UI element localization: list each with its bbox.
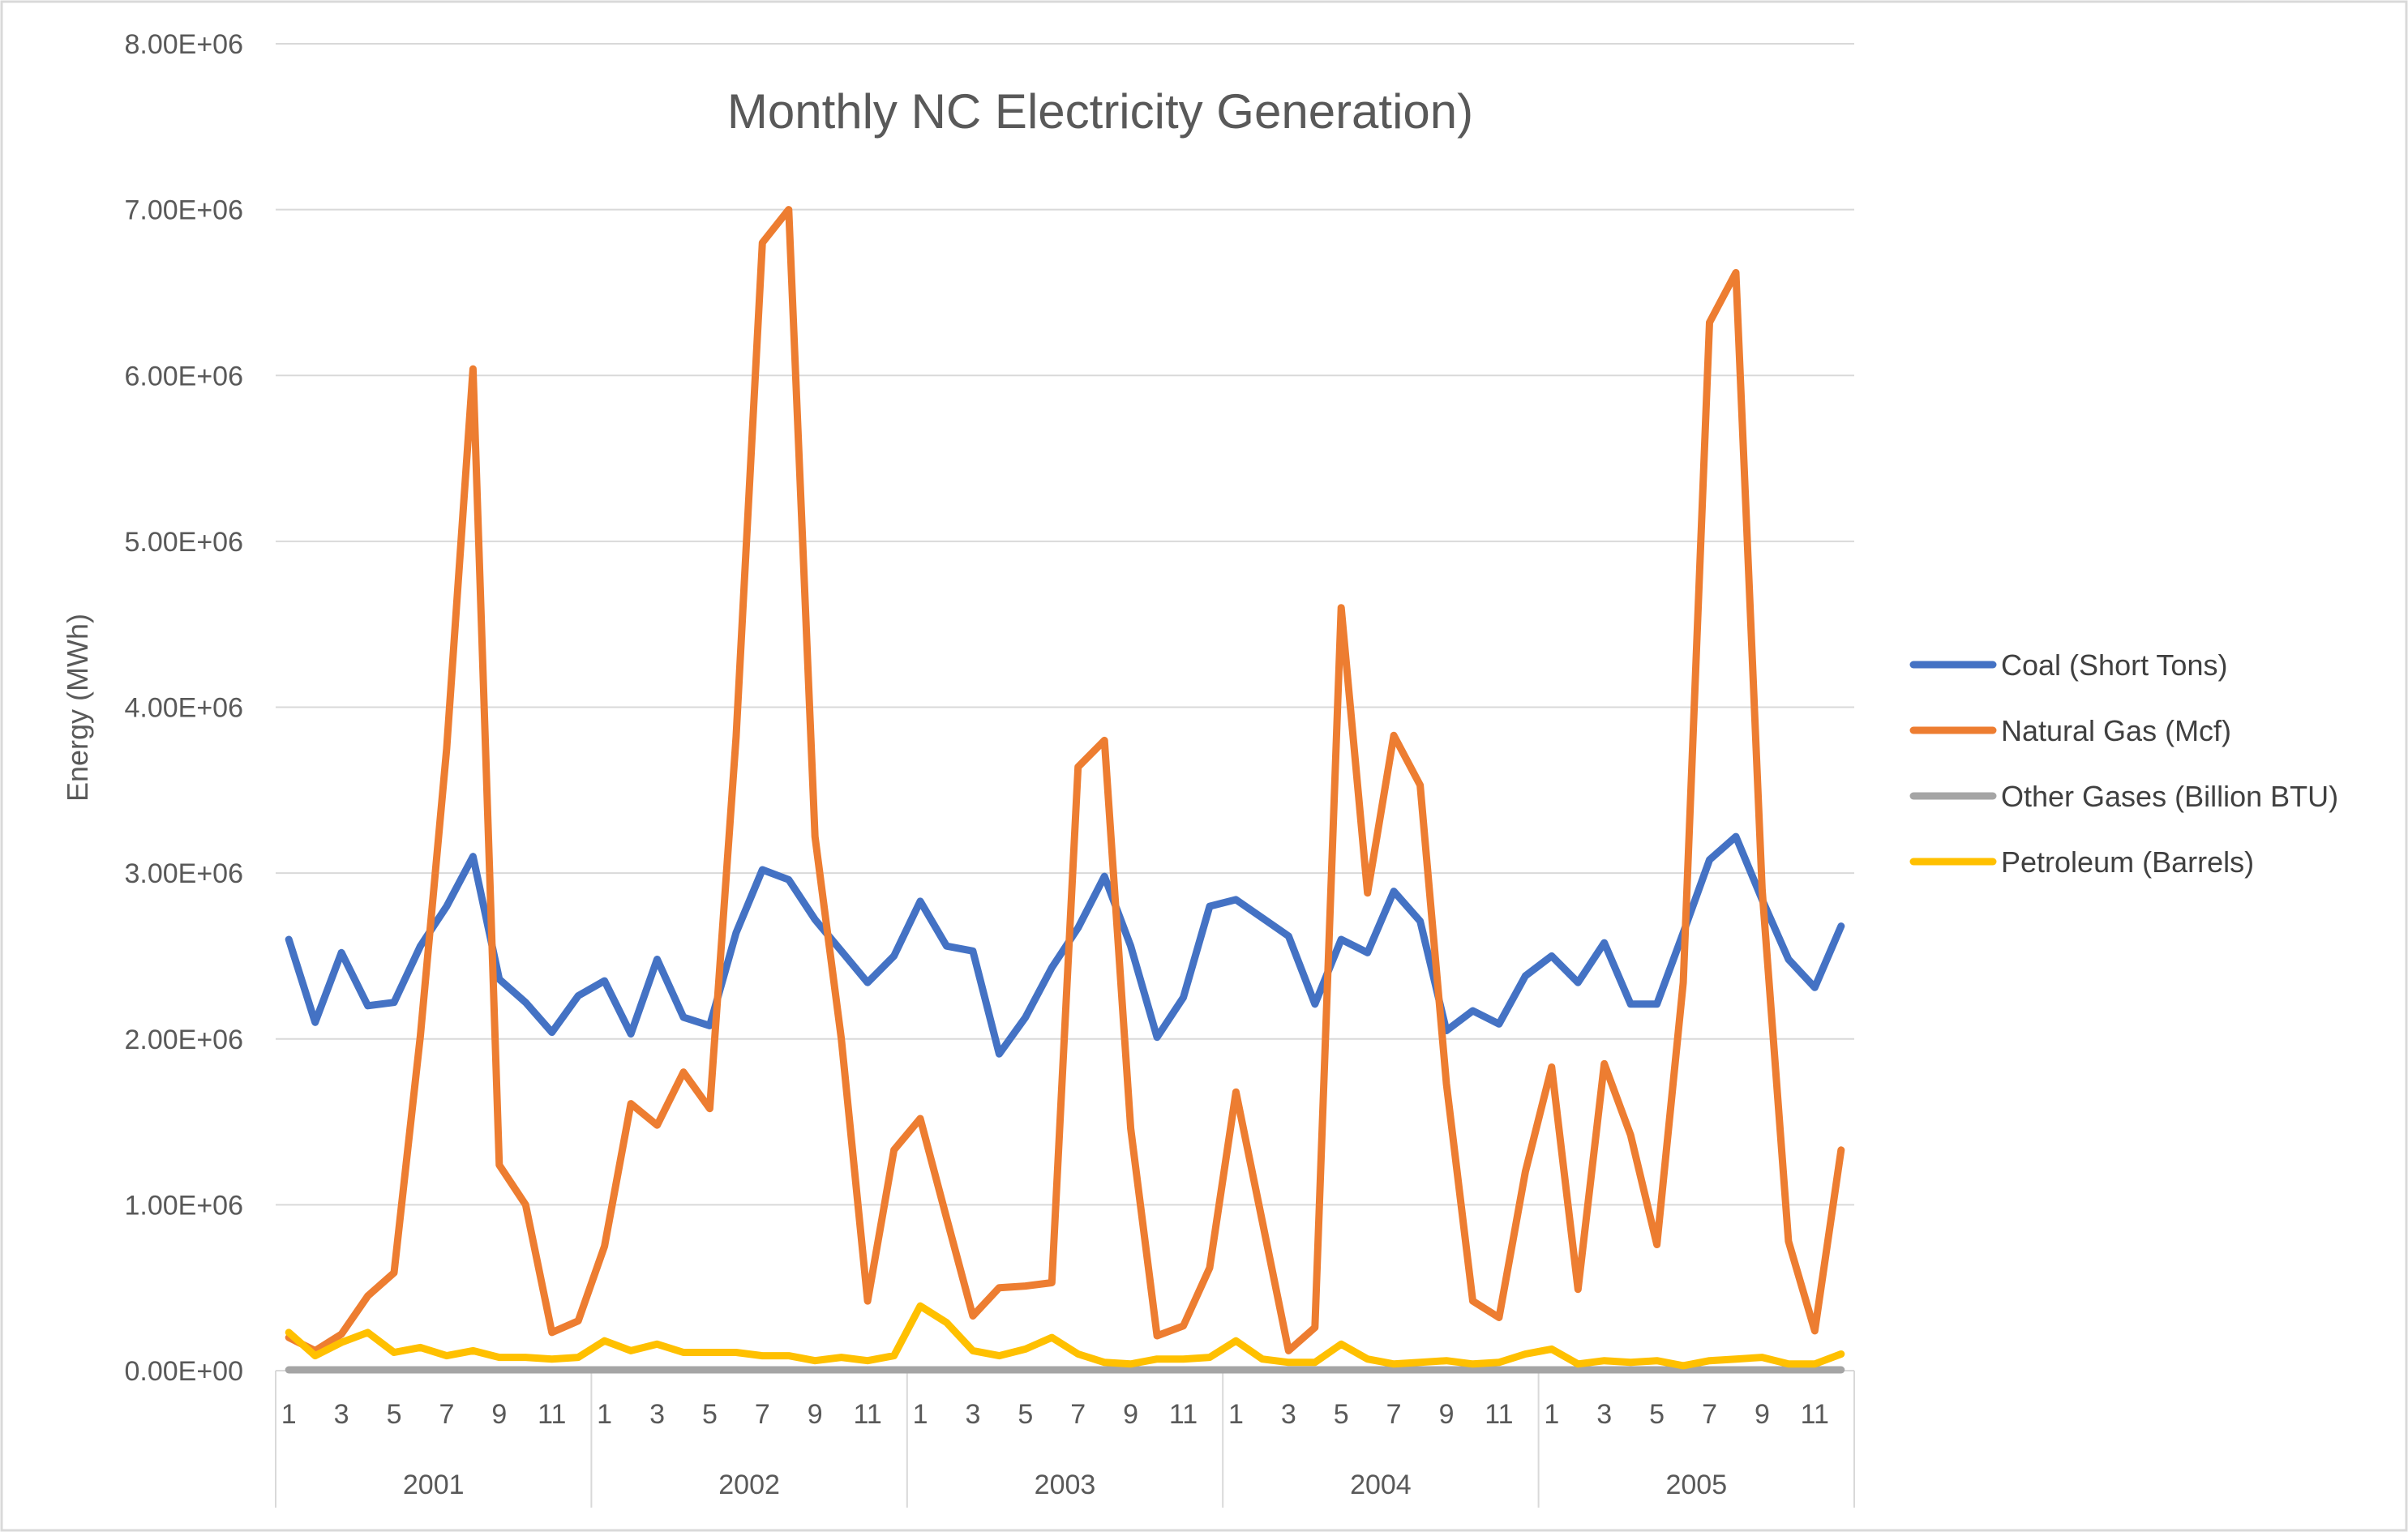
month-tick-label: 1 bbox=[1228, 1399, 1244, 1430]
month-tick-label: 7 bbox=[439, 1399, 454, 1430]
month-tick-label: 11 bbox=[853, 1399, 881, 1430]
month-tick-label: 9 bbox=[1755, 1399, 1770, 1430]
year-label: 2002 bbox=[718, 1470, 780, 1500]
month-tick-label: 5 bbox=[1649, 1399, 1665, 1430]
month-tick-label: 3 bbox=[649, 1399, 665, 1430]
y-tick-label: 7.00E+06 bbox=[124, 195, 243, 226]
y-axis-title: Energy (MWh) bbox=[61, 614, 94, 802]
month-tick-label: 7 bbox=[755, 1399, 770, 1430]
month-tick-label: 3 bbox=[1596, 1399, 1612, 1430]
month-tick-label: 1 bbox=[281, 1399, 297, 1430]
y-tick-label: 4.00E+06 bbox=[124, 693, 243, 724]
year-label: 2004 bbox=[1350, 1470, 1412, 1500]
year-label: 2003 bbox=[1035, 1470, 1096, 1500]
series-line-1 bbox=[285, 832, 1845, 1058]
month-tick-label: 7 bbox=[1386, 1399, 1402, 1430]
series-lines bbox=[285, 206, 1845, 1374]
month-tick-label: 11 bbox=[538, 1399, 566, 1430]
month-tick-label: 5 bbox=[702, 1399, 718, 1430]
month-tick-label: 5 bbox=[1334, 1399, 1349, 1430]
legend-label: Coal (Short Tons) bbox=[2001, 648, 2227, 682]
month-tick-label: 7 bbox=[1702, 1399, 1717, 1430]
month-tick-label: 3 bbox=[1281, 1399, 1296, 1430]
month-tick-label: 5 bbox=[387, 1399, 402, 1430]
legend-label: Other Gases (Billion BTU) bbox=[2001, 780, 2338, 813]
y-tick-label: 3.00E+06 bbox=[124, 858, 243, 889]
year-label: 2005 bbox=[1665, 1470, 1727, 1500]
month-tick-label: 3 bbox=[965, 1399, 980, 1430]
y-tick-label: 6.00E+06 bbox=[124, 361, 243, 391]
month-tick-label: 11 bbox=[1169, 1399, 1198, 1430]
y-tick-label: 0.00E+00 bbox=[124, 1356, 243, 1387]
month-tick-label: 3 bbox=[334, 1399, 349, 1430]
legend: Coal (Short Tons) Natural Gas (Mcf) Other … bbox=[1909, 648, 2338, 879]
legend-label: Natural Gas (Mcf) bbox=[2001, 714, 2231, 747]
y-tick-label: 8.00E+06 bbox=[124, 29, 243, 60]
month-tick-label: 1 bbox=[597, 1399, 612, 1430]
month-tick-label: 7 bbox=[1070, 1399, 1086, 1430]
month-tick-label: 1 bbox=[913, 1399, 928, 1430]
month-tick-label: 11 bbox=[1801, 1399, 1829, 1430]
series-line-4 bbox=[285, 1302, 1845, 1370]
month-tick-label: 11 bbox=[1485, 1399, 1513, 1430]
month-tick-label: 5 bbox=[1018, 1399, 1033, 1430]
month-tick-label: 9 bbox=[1123, 1399, 1138, 1430]
year-label: 2001 bbox=[403, 1470, 465, 1500]
series-line-2 bbox=[285, 206, 1845, 1354]
y-tick-label: 1.00E+06 bbox=[124, 1190, 243, 1221]
y-tick-label: 2.00E+06 bbox=[124, 1025, 243, 1055]
y-tick-label: 5.00E+06 bbox=[124, 527, 243, 558]
month-tick-label: 1 bbox=[1544, 1399, 1559, 1430]
month-tick-label: 9 bbox=[491, 1399, 507, 1430]
chart-title: Monthly NC Electricity Generation) bbox=[727, 84, 1473, 139]
month-tick-label: 9 bbox=[808, 1399, 823, 1430]
legend-label: Petroleum (Barrels) bbox=[2001, 845, 2254, 879]
month-tick-label: 9 bbox=[1439, 1399, 1455, 1430]
